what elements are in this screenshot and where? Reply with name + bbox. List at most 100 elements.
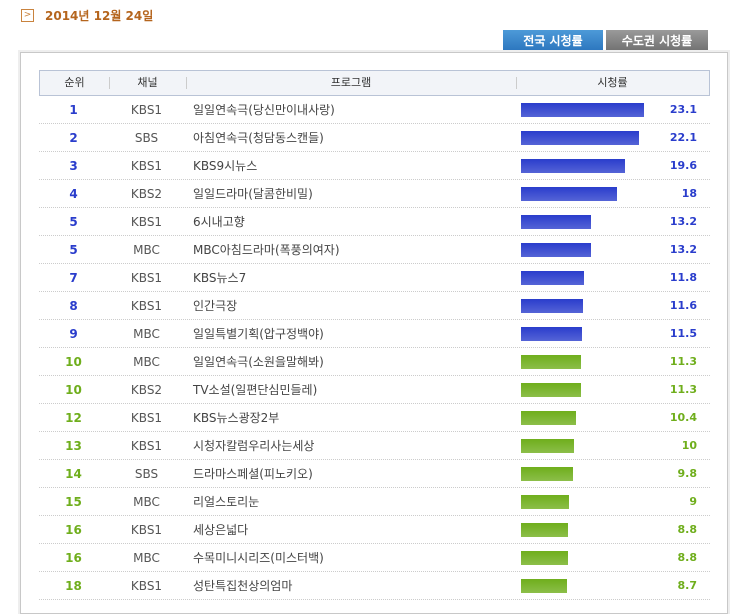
program[interactable]: 성탄특집천상의엄마	[193, 579, 293, 593]
rating-value: 11.3	[669, 383, 697, 396]
channel: KBS1	[130, 411, 163, 425]
channel: SBS	[134, 467, 159, 481]
row-line	[39, 207, 710, 208]
rank: 2	[69, 131, 78, 145]
rank: 4	[69, 187, 78, 201]
rating-bar	[521, 187, 617, 201]
channel: KBS2	[130, 187, 163, 201]
rank: 8	[69, 299, 78, 313]
rating-bar	[521, 131, 639, 145]
rating-value: 11.5	[669, 327, 697, 340]
rank: 18	[65, 579, 82, 593]
program[interactable]: KBS9시뉴스	[193, 159, 258, 173]
program[interactable]: TV소설(일편단심민들레)	[193, 383, 318, 397]
rating-bar	[521, 411, 577, 425]
divider	[109, 77, 110, 89]
column-header: 채널	[137, 76, 158, 89]
rating-value: 8.8	[677, 551, 698, 564]
rating-value: 13.2	[669, 215, 697, 228]
row-line	[39, 151, 710, 152]
divider	[186, 77, 187, 89]
rating-bar	[521, 215, 592, 229]
channel: KBS1	[130, 271, 163, 285]
rating-bar	[521, 103, 645, 117]
rank: 14	[65, 467, 82, 481]
row-line	[39, 291, 710, 292]
rank: 10	[65, 383, 82, 397]
row-line	[39, 599, 710, 600]
rank: 15	[65, 495, 82, 509]
date: 2014년 12월 24일	[45, 9, 154, 23]
program[interactable]: KBS뉴스광장2부	[193, 411, 280, 425]
row-line	[39, 543, 710, 544]
channel: MBC	[133, 495, 160, 509]
rank: 13	[65, 439, 82, 453]
rating-bar	[521, 271, 584, 285]
row-line	[39, 515, 710, 516]
rating-value: 10.4	[669, 411, 697, 424]
row-line	[39, 123, 710, 124]
rating-bar	[521, 439, 575, 453]
rank: 5	[69, 243, 78, 257]
program[interactable]: 시청자칼럼우리사는세상	[193, 439, 315, 453]
rating-bar	[521, 299, 583, 313]
rating-bar	[521, 579, 568, 593]
channel: KBS1	[130, 579, 163, 593]
rating-bar	[521, 383, 582, 397]
channel: KBS1	[130, 299, 163, 313]
rating-value: 8.7	[677, 579, 698, 592]
rating-bar	[521, 467, 574, 481]
program[interactable]: 리얼스토리눈	[193, 495, 260, 509]
rating-value: 11.3	[669, 355, 697, 368]
row-line	[39, 431, 710, 432]
channel: SBS	[134, 131, 159, 145]
row-line	[39, 571, 710, 572]
rating-bar	[521, 355, 582, 369]
row-line	[39, 319, 710, 320]
rating-value: 11.8	[669, 271, 697, 284]
channel: MBC	[133, 551, 160, 565]
row-line	[39, 179, 710, 180]
tab[interactable]: 수도권 시청률	[606, 30, 708, 52]
program[interactable]: 일일드라마(달콤한비밀)	[193, 187, 313, 201]
rating-value: 8.8	[677, 523, 698, 536]
program[interactable]: 일일연속극(소원을말해봐)	[193, 355, 324, 369]
program[interactable]: KBS뉴스7	[193, 271, 247, 285]
rank: 16	[65, 523, 82, 537]
channel: KBS2	[130, 383, 163, 397]
program[interactable]: MBC아침드라마(폭풍의여자)	[193, 243, 340, 257]
channel: KBS1	[130, 159, 163, 173]
row-line	[39, 235, 710, 236]
rating-value: 18	[681, 187, 697, 200]
program[interactable]: 수목미니시리즈(미스터백)	[193, 551, 324, 565]
rating-bar	[521, 243, 592, 257]
rating-bar	[521, 551, 568, 565]
tab[interactable]: 전국 시청률	[503, 30, 603, 52]
program[interactable]: 일일특별기획(압구정백야)	[193, 327, 324, 341]
program[interactable]: 아침연속극(청담동스캔들)	[193, 131, 324, 145]
rating-bar	[521, 523, 568, 537]
program[interactable]: 일일연속극(당신만이내사랑)	[193, 103, 335, 117]
channel: KBS1	[130, 439, 163, 453]
rating-value: 23.1	[669, 103, 697, 116]
channel: KBS1	[130, 523, 163, 537]
program[interactable]: 6시내고향	[193, 215, 245, 229]
rating-value: 10	[681, 439, 697, 452]
column-header: 프로그램	[330, 76, 372, 89]
rank: 16	[65, 551, 82, 565]
channel: MBC	[133, 355, 160, 369]
rating-value: 19.6	[669, 159, 697, 172]
program[interactable]: 인간극장	[193, 299, 238, 313]
row-line	[39, 459, 710, 460]
channel: KBS1	[130, 103, 163, 117]
program[interactable]: 세상은넓다	[193, 523, 249, 537]
row-line	[39, 403, 710, 404]
rank: 7	[69, 271, 78, 285]
program[interactable]: 드라마스페셜(피노키오)	[193, 467, 313, 481]
rank: 5	[69, 215, 78, 229]
rank: 10	[65, 355, 82, 369]
rank: 1	[69, 103, 78, 117]
date-icon[interactable]: >	[21, 9, 34, 22]
rating-value: 22.1	[669, 131, 697, 144]
